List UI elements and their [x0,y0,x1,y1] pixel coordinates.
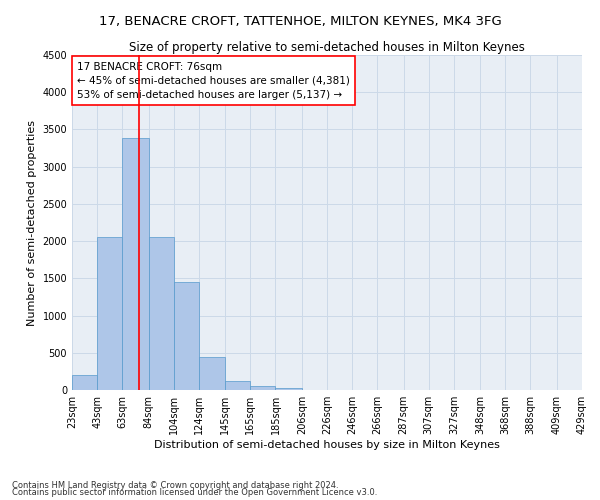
Bar [174,282,199,390]
Text: Contains HM Land Registry data © Crown copyright and database right 2024.: Contains HM Land Registry data © Crown c… [12,480,338,490]
Text: 17, BENACRE CROFT, TATTENHOE, MILTON KEYNES, MK4 3FG: 17, BENACRE CROFT, TATTENHOE, MILTON KEY… [98,15,502,28]
Bar [225,381,250,390]
Bar [275,388,302,390]
Text: Contains public sector information licensed under the Open Government Licence v3: Contains public sector information licen… [12,488,377,497]
Bar [250,386,275,390]
Bar [122,138,149,390]
Bar [199,356,225,390]
Bar [149,238,174,390]
Text: 17 BENACRE CROFT: 76sqm
← 45% of semi-detached houses are smaller (4,381)
53% of: 17 BENACRE CROFT: 76sqm ← 45% of semi-de… [77,62,350,100]
X-axis label: Distribution of semi-detached houses by size in Milton Keynes: Distribution of semi-detached houses by … [154,440,500,450]
Title: Size of property relative to semi-detached houses in Milton Keynes: Size of property relative to semi-detach… [129,41,525,54]
Y-axis label: Number of semi-detached properties: Number of semi-detached properties [27,120,37,326]
Bar [72,375,97,390]
Bar [97,238,122,390]
